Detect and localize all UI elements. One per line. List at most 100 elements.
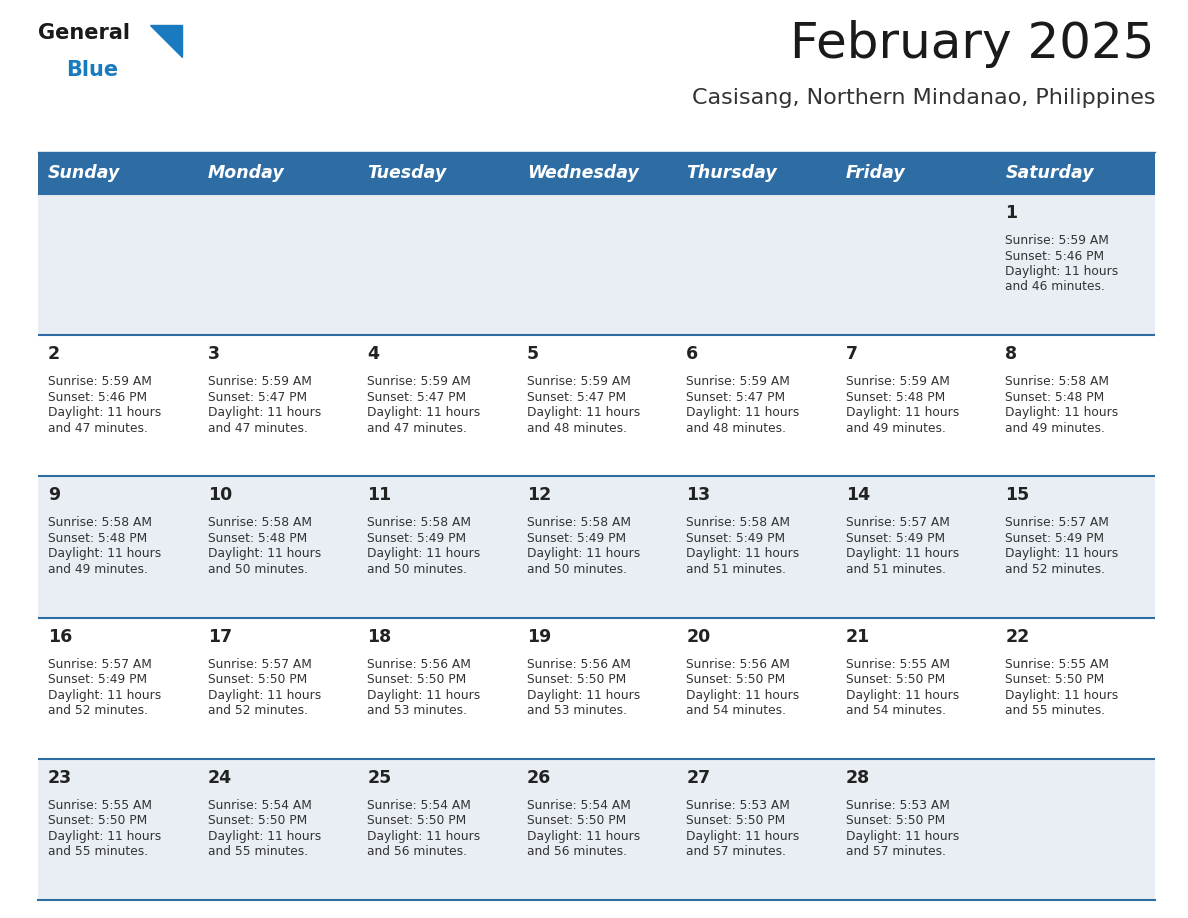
Text: Sunset: 5:49 PM: Sunset: 5:49 PM bbox=[1005, 532, 1105, 545]
Text: and 51 minutes.: and 51 minutes. bbox=[687, 563, 786, 576]
Bar bbox=[517, 194, 676, 335]
Text: 25: 25 bbox=[367, 768, 391, 787]
Text: and 54 minutes.: and 54 minutes. bbox=[846, 704, 946, 717]
Text: Sunrise: 5:54 AM: Sunrise: 5:54 AM bbox=[208, 799, 311, 812]
Text: Sunrise: 5:54 AM: Sunrise: 5:54 AM bbox=[526, 799, 631, 812]
Text: Friday: Friday bbox=[846, 164, 905, 182]
Text: Sunrise: 5:57 AM: Sunrise: 5:57 AM bbox=[846, 517, 949, 530]
Bar bbox=[996, 476, 1155, 618]
Bar bbox=[358, 194, 517, 335]
Text: Daylight: 11 hours: Daylight: 11 hours bbox=[48, 406, 162, 420]
Text: General: General bbox=[38, 23, 129, 43]
Text: Sunrise: 5:57 AM: Sunrise: 5:57 AM bbox=[48, 657, 152, 671]
Text: Sunday: Sunday bbox=[48, 164, 120, 182]
Text: and 49 minutes.: and 49 minutes. bbox=[1005, 421, 1105, 435]
Text: Daylight: 11 hours: Daylight: 11 hours bbox=[846, 688, 959, 701]
Text: 2: 2 bbox=[48, 345, 61, 364]
Text: Monday: Monday bbox=[208, 164, 284, 182]
Bar bbox=[676, 759, 836, 900]
Text: 1: 1 bbox=[1005, 204, 1018, 222]
Text: Sunset: 5:50 PM: Sunset: 5:50 PM bbox=[367, 814, 467, 827]
Bar bbox=[676, 194, 836, 335]
Text: Sunrise: 5:59 AM: Sunrise: 5:59 AM bbox=[846, 375, 949, 388]
Text: Sunset: 5:50 PM: Sunset: 5:50 PM bbox=[846, 814, 946, 827]
Text: Sunset: 5:50 PM: Sunset: 5:50 PM bbox=[687, 673, 785, 686]
Bar bbox=[197, 476, 358, 618]
Text: Sunrise: 5:59 AM: Sunrise: 5:59 AM bbox=[208, 375, 311, 388]
Text: 9: 9 bbox=[48, 487, 61, 504]
Text: and 53 minutes.: and 53 minutes. bbox=[526, 704, 627, 717]
Text: Daylight: 11 hours: Daylight: 11 hours bbox=[526, 688, 640, 701]
Text: Daylight: 11 hours: Daylight: 11 hours bbox=[846, 547, 959, 560]
Text: Daylight: 11 hours: Daylight: 11 hours bbox=[846, 406, 959, 420]
Bar bbox=[358, 335, 517, 476]
Text: Sunset: 5:47 PM: Sunset: 5:47 PM bbox=[367, 391, 466, 404]
Text: Sunset: 5:50 PM: Sunset: 5:50 PM bbox=[526, 673, 626, 686]
Text: Daylight: 11 hours: Daylight: 11 hours bbox=[208, 406, 321, 420]
Text: Sunrise: 5:59 AM: Sunrise: 5:59 AM bbox=[687, 375, 790, 388]
Text: Daylight: 11 hours: Daylight: 11 hours bbox=[1005, 688, 1119, 701]
Text: and 55 minutes.: and 55 minutes. bbox=[1005, 704, 1106, 717]
Text: Sunset: 5:50 PM: Sunset: 5:50 PM bbox=[208, 814, 307, 827]
Text: Sunset: 5:49 PM: Sunset: 5:49 PM bbox=[526, 532, 626, 545]
Text: 18: 18 bbox=[367, 628, 391, 645]
Text: 23: 23 bbox=[48, 768, 72, 787]
Text: and 48 minutes.: and 48 minutes. bbox=[687, 421, 786, 435]
Text: Daylight: 11 hours: Daylight: 11 hours bbox=[687, 406, 800, 420]
Bar bbox=[836, 194, 996, 335]
Text: and 51 minutes.: and 51 minutes. bbox=[846, 563, 946, 576]
Text: 20: 20 bbox=[687, 628, 710, 645]
Text: Sunrise: 5:58 AM: Sunrise: 5:58 AM bbox=[367, 517, 472, 530]
Text: Thursday: Thursday bbox=[687, 164, 777, 182]
Bar bbox=[517, 476, 676, 618]
Text: Sunrise: 5:57 AM: Sunrise: 5:57 AM bbox=[1005, 517, 1110, 530]
Text: and 57 minutes.: and 57 minutes. bbox=[846, 845, 946, 858]
Bar bbox=[197, 759, 358, 900]
Text: 21: 21 bbox=[846, 628, 870, 645]
Bar bbox=[996, 759, 1155, 900]
Text: Sunrise: 5:58 AM: Sunrise: 5:58 AM bbox=[526, 517, 631, 530]
Text: and 50 minutes.: and 50 minutes. bbox=[208, 563, 308, 576]
Text: 24: 24 bbox=[208, 768, 232, 787]
Text: and 50 minutes.: and 50 minutes. bbox=[526, 563, 627, 576]
Text: 4: 4 bbox=[367, 345, 379, 364]
Text: Sunset: 5:46 PM: Sunset: 5:46 PM bbox=[1005, 250, 1105, 263]
Text: and 50 minutes.: and 50 minutes. bbox=[367, 563, 467, 576]
Text: Sunrise: 5:59 AM: Sunrise: 5:59 AM bbox=[1005, 234, 1110, 247]
Text: Sunrise: 5:53 AM: Sunrise: 5:53 AM bbox=[687, 799, 790, 812]
Text: Sunset: 5:50 PM: Sunset: 5:50 PM bbox=[687, 814, 785, 827]
Text: and 56 minutes.: and 56 minutes. bbox=[526, 845, 627, 858]
Text: 15: 15 bbox=[1005, 487, 1030, 504]
Text: Daylight: 11 hours: Daylight: 11 hours bbox=[526, 547, 640, 560]
Text: Daylight: 11 hours: Daylight: 11 hours bbox=[687, 830, 800, 843]
Text: Sunrise: 5:59 AM: Sunrise: 5:59 AM bbox=[48, 375, 152, 388]
Text: and 55 minutes.: and 55 minutes. bbox=[48, 845, 148, 858]
Bar bbox=[358, 476, 517, 618]
Text: Sunset: 5:49 PM: Sunset: 5:49 PM bbox=[367, 532, 466, 545]
Bar bbox=[38, 476, 197, 618]
Text: Daylight: 11 hours: Daylight: 11 hours bbox=[367, 547, 480, 560]
Text: Sunset: 5:49 PM: Sunset: 5:49 PM bbox=[687, 532, 785, 545]
Text: 5: 5 bbox=[526, 345, 539, 364]
Text: Sunrise: 5:54 AM: Sunrise: 5:54 AM bbox=[367, 799, 470, 812]
Text: Sunset: 5:48 PM: Sunset: 5:48 PM bbox=[1005, 391, 1105, 404]
Text: Sunrise: 5:56 AM: Sunrise: 5:56 AM bbox=[526, 657, 631, 671]
Text: Sunset: 5:46 PM: Sunset: 5:46 PM bbox=[48, 391, 147, 404]
Text: Daylight: 11 hours: Daylight: 11 hours bbox=[48, 688, 162, 701]
Text: Daylight: 11 hours: Daylight: 11 hours bbox=[1005, 265, 1119, 278]
Polygon shape bbox=[150, 25, 182, 57]
Bar bbox=[996, 618, 1155, 759]
Bar bbox=[676, 335, 836, 476]
Text: and 47 minutes.: and 47 minutes. bbox=[208, 421, 308, 435]
Text: Daylight: 11 hours: Daylight: 11 hours bbox=[1005, 547, 1119, 560]
Text: Sunrise: 5:55 AM: Sunrise: 5:55 AM bbox=[1005, 657, 1110, 671]
Text: and 52 minutes.: and 52 minutes. bbox=[1005, 563, 1105, 576]
Bar bbox=[197, 194, 358, 335]
Bar bbox=[517, 335, 676, 476]
Text: Daylight: 11 hours: Daylight: 11 hours bbox=[48, 830, 162, 843]
Text: Sunset: 5:50 PM: Sunset: 5:50 PM bbox=[48, 814, 147, 827]
Text: and 46 minutes.: and 46 minutes. bbox=[1005, 281, 1105, 294]
Bar bbox=[38, 194, 197, 335]
Text: Sunrise: 5:57 AM: Sunrise: 5:57 AM bbox=[208, 657, 311, 671]
Bar bbox=[517, 618, 676, 759]
